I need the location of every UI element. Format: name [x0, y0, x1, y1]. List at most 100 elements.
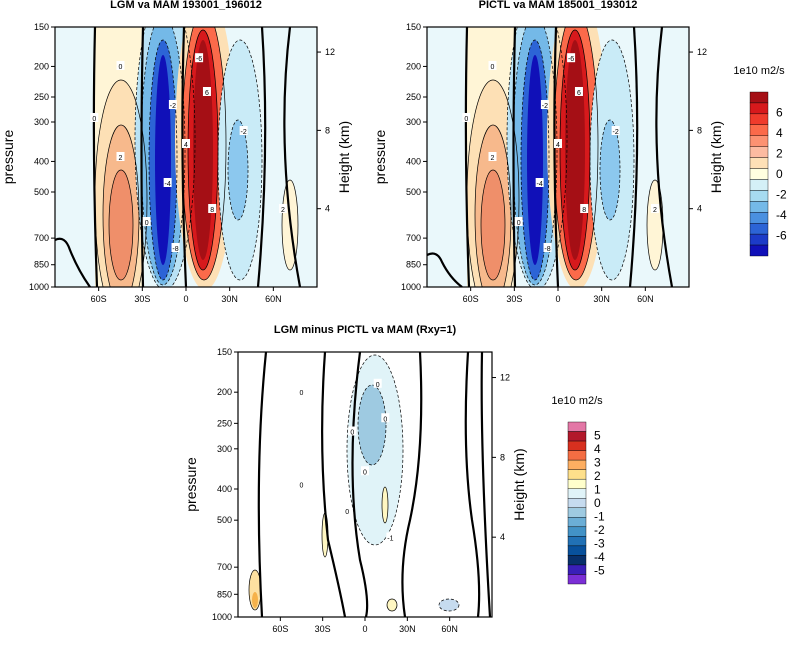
colorbar-swatch — [567, 507, 587, 518]
contour-label: 0 — [383, 416, 387, 423]
contour-label: 0 — [119, 64, 123, 71]
colorbar-swatch — [749, 157, 769, 169]
contour-label: 2 — [281, 207, 285, 214]
contour-label-bg — [208, 204, 217, 213]
y-tick-label: 200 — [34, 61, 49, 71]
colorbar-swatch — [749, 124, 769, 136]
y-tick-label: 200 — [406, 61, 421, 71]
contour-label: -6 — [196, 56, 202, 63]
contour-label: 0 — [300, 483, 304, 490]
x-tick-label: 30S — [134, 294, 150, 304]
colorbar-label: 1 — [594, 483, 601, 497]
colorbar-swatch — [749, 179, 769, 191]
colorbar-swatch — [567, 459, 587, 470]
colorbar-label: -2 — [594, 523, 605, 537]
contour-label: -2 — [613, 129, 619, 136]
colorbar-label: -4 — [776, 208, 787, 222]
colorbar-label: 2 — [594, 469, 601, 483]
y2-tick-label: 12 — [325, 47, 335, 57]
y-tick-label: 400 — [217, 484, 232, 494]
contour-label: 0 — [491, 64, 495, 71]
chart-title: LGM minus PICTL va MAM (Rxy=1) — [274, 324, 457, 336]
y2-tick-label: 12 — [500, 373, 510, 383]
y-tick-label: 1000 — [29, 282, 49, 292]
contour-label-bg — [543, 243, 552, 252]
colorbar-label: -6 — [776, 229, 787, 243]
x-tick-label: 0 — [555, 294, 560, 304]
y-axis-label: pressure — [372, 130, 388, 185]
y2-tick-label: 4 — [325, 204, 330, 214]
contour-label-bg — [373, 378, 382, 388]
contour-label: 2 — [119, 155, 123, 162]
colorbar-label: 3 — [594, 456, 601, 470]
contour-label-bg — [611, 126, 620, 135]
colorbar-label: -1 — [594, 510, 605, 524]
colorbar-swatch — [749, 102, 769, 115]
colorbar-units: 1e10 m2/s — [551, 395, 603, 407]
y-tick-label: 500 — [34, 187, 49, 197]
colorbar-label: 0 — [776, 167, 783, 181]
chart-title: PICTL va MAM 185001_193012 — [479, 0, 638, 11]
contour-label-bg — [580, 204, 589, 213]
y-tick-label: 850 — [406, 260, 421, 270]
contour-label: -6 — [568, 56, 574, 63]
colorbar-swatch — [567, 478, 587, 489]
x-tick-label: 30N — [221, 294, 238, 304]
contour-label: 0 — [363, 469, 367, 476]
contour-label-bg — [278, 204, 287, 213]
contour-label: 8 — [210, 207, 214, 214]
contour-label-bg — [239, 126, 248, 135]
contour-label: 0 — [350, 430, 354, 437]
colorbar-swatch — [567, 440, 587, 451]
y-tick-label: 300 — [406, 117, 421, 127]
colorbar-swatch — [567, 488, 587, 499]
y-tick-label: 150 — [406, 22, 421, 32]
contour-label: -8 — [544, 246, 550, 253]
contour-label: 0 — [92, 116, 96, 123]
x-tick-label: 60N — [441, 624, 458, 634]
x-tick-label: 30S — [506, 294, 522, 304]
y2-tick-label: 8 — [500, 452, 505, 462]
contour-label-bg — [297, 386, 306, 396]
contour-label-bg — [361, 466, 369, 476]
contour-label: -1 — [387, 536, 393, 543]
y2-tick-label: 8 — [697, 125, 702, 135]
y-tick-label: 200 — [217, 387, 232, 397]
x-tick-label: 0 — [362, 624, 367, 634]
contour-label-bg — [168, 100, 177, 109]
x-tick-label: 60S — [463, 294, 479, 304]
contour-label: -2 — [241, 129, 247, 136]
contour-label-bg — [343, 506, 352, 515]
y-tick-label: 500 — [217, 515, 232, 525]
contour-label-bg — [202, 87, 211, 96]
chart-title: LGM va MAM 193001_196012 — [110, 0, 262, 11]
x-tick-label: 30N — [593, 294, 610, 304]
y2-tick-label: 4 — [697, 204, 702, 214]
y-tick-label: 250 — [34, 92, 49, 102]
y-tick-label: 1000 — [401, 282, 421, 292]
contour-label: 0 — [145, 220, 149, 227]
y-tick-label: 300 — [34, 117, 49, 127]
contour-label-bg — [650, 204, 659, 213]
contour-label: 8 — [582, 207, 586, 214]
contour-label: 6 — [577, 90, 581, 97]
colorbar-swatch — [567, 526, 587, 537]
y-tick-label: 300 — [217, 444, 232, 454]
contour-label: -2 — [542, 103, 548, 110]
contour-label-bg — [540, 100, 549, 109]
contour-label: 4 — [556, 142, 560, 149]
colorbar-swatch — [567, 421, 587, 432]
contour-label-bg — [90, 113, 99, 122]
contour-label: 6 — [205, 90, 209, 97]
colorbar-label: -5 — [594, 564, 605, 578]
x-tick-label: 0 — [183, 294, 188, 304]
colorbar-label: 2 — [776, 147, 783, 161]
contour-label-bg — [348, 426, 357, 436]
contour-label-bg — [195, 53, 204, 63]
contour-label-bg — [163, 178, 172, 187]
colorbar-swatch — [567, 498, 587, 508]
colorbar-swatch — [749, 113, 769, 126]
colorbar-label: 5 — [594, 429, 601, 443]
colorbar-swatch — [749, 168, 769, 180]
